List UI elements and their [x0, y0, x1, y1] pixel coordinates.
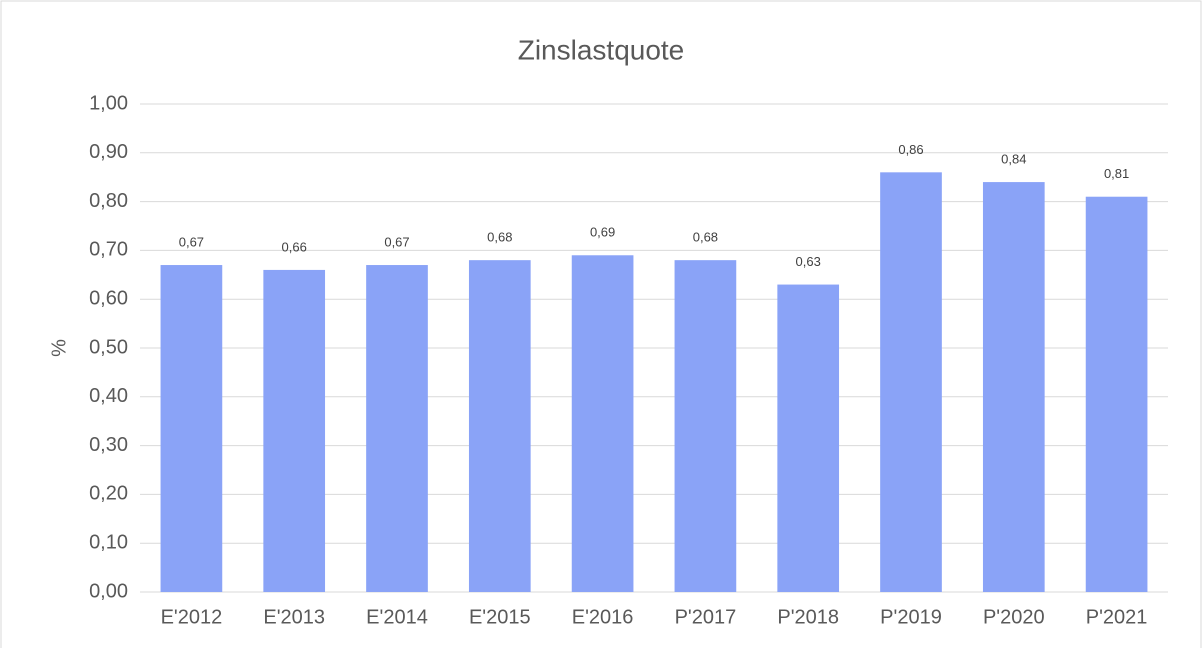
- data-label: 0,67: [384, 234, 409, 249]
- y-tick-label: 0,50: [89, 336, 128, 358]
- bar: [982, 182, 1045, 592]
- bar: [777, 284, 840, 592]
- y-tick-label: 0,40: [89, 385, 128, 407]
- y-tick-label: 0,80: [89, 190, 128, 212]
- y-tick-label: 0,70: [89, 239, 128, 261]
- x-tick-label: E'2016: [572, 606, 634, 628]
- y-axis-label: %: [48, 339, 70, 357]
- y-tick-label: 0,30: [89, 434, 128, 456]
- data-label: 0,84: [1001, 152, 1026, 167]
- y-tick-label: 0,60: [89, 287, 128, 309]
- x-tick-label: P'2017: [675, 606, 737, 628]
- data-label: 0,86: [898, 142, 923, 157]
- chart-title: Zinslastquote: [518, 34, 685, 65]
- x-tick-label: P'2019: [880, 606, 942, 628]
- bar: [1085, 196, 1148, 592]
- x-tick-label: E'2012: [161, 606, 223, 628]
- y-tick-label: 0,90: [89, 141, 128, 163]
- data-label: 0,69: [590, 225, 615, 240]
- data-label: 0,63: [796, 254, 821, 269]
- y-tick-label: 0,20: [89, 483, 128, 505]
- bar: [571, 255, 634, 592]
- data-label: 0,68: [487, 230, 512, 245]
- x-tick-label: P'2018: [777, 606, 839, 628]
- y-tick-label: 1,00: [89, 92, 128, 114]
- data-label: 0,81: [1104, 166, 1129, 181]
- x-tick-label: P'2020: [983, 606, 1045, 628]
- bar: [160, 265, 223, 592]
- bar: [366, 265, 428, 592]
- y-tick-label: 0,00: [89, 580, 128, 602]
- y-tick-label: 0,10: [89, 531, 128, 553]
- data-label: 0,67: [179, 234, 204, 249]
- bar: [880, 172, 942, 592]
- x-tick-label: E'2014: [366, 606, 428, 628]
- bar: [263, 269, 326, 592]
- x-tick-label: E'2013: [263, 606, 325, 628]
- bar: [468, 260, 531, 592]
- data-label: 0,68: [693, 230, 718, 245]
- x-tick-label: E'2015: [469, 606, 531, 628]
- bar: [674, 260, 737, 592]
- x-tick-label: P'2021: [1086, 606, 1148, 628]
- data-label: 0,66: [282, 239, 307, 254]
